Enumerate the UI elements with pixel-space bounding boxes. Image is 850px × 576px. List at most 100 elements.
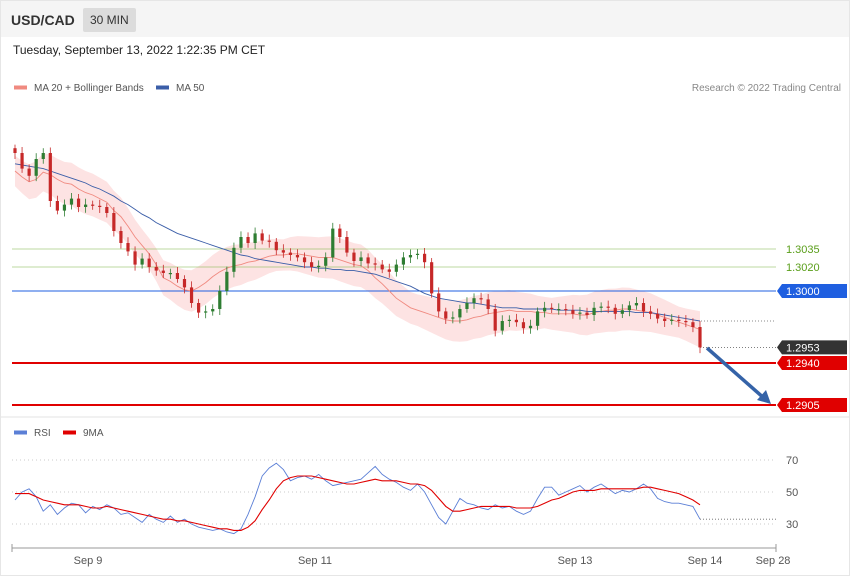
candle-body	[175, 273, 180, 279]
legend-label: 9MA	[83, 428, 104, 439]
candle-body	[677, 319, 681, 321]
candle-body	[140, 258, 144, 265]
candle-body	[69, 198, 74, 205]
candle-body	[430, 262, 434, 294]
legend-label: RSI	[34, 428, 51, 439]
timeframe-button[interactable]: 30 MIN	[83, 8, 136, 32]
candle-body	[535, 311, 540, 326]
candle-body	[34, 159, 38, 176]
forecast-arrow	[705, 346, 767, 401]
candle-body	[246, 237, 250, 243]
rsi-tick-label: 70	[786, 455, 798, 467]
candle-body	[211, 309, 215, 312]
level-tag	[777, 284, 847, 298]
candle-body	[479, 298, 483, 300]
candle-body	[401, 257, 406, 265]
candle-body	[373, 263, 377, 265]
legend-swatch	[156, 85, 169, 90]
candle-body	[415, 253, 420, 255]
candle-body	[98, 205, 102, 207]
rsi-ma-line	[15, 475, 701, 531]
candle-body	[627, 305, 631, 311]
candle-body	[260, 233, 264, 241]
candle-body	[543, 307, 547, 312]
candle-body	[606, 306, 610, 308]
candle-body	[521, 322, 526, 329]
level-tag	[777, 398, 847, 412]
legend-label: MA 20 + Bollinger Bands	[34, 83, 144, 94]
candle-body	[119, 231, 123, 243]
candle-body	[444, 311, 448, 319]
level-label: 1.3020	[786, 262, 820, 274]
candle-body	[182, 279, 187, 288]
candle-body	[641, 303, 646, 312]
candle-body	[232, 247, 236, 272]
candle-body	[126, 243, 130, 252]
candle-body	[13, 148, 17, 153]
candle-body	[528, 325, 533, 329]
candle-body	[366, 257, 370, 264]
candle-body	[394, 264, 398, 272]
candle-body	[458, 309, 462, 318]
candle-body	[338, 228, 342, 237]
time-tick-label: Sep 9	[74, 555, 103, 567]
candle-body	[352, 252, 356, 261]
candle-body	[20, 153, 24, 169]
rsi-tick-label: 30	[786, 519, 798, 531]
candle-body	[48, 153, 52, 201]
candle-body	[281, 250, 285, 253]
candle-body	[691, 322, 695, 327]
candle-body	[507, 319, 511, 321]
candle-body	[578, 312, 582, 314]
candle-body	[613, 307, 617, 314]
candle-body	[585, 312, 589, 315]
candle-body	[486, 299, 490, 309]
level-tag	[777, 340, 847, 355]
candle-body	[62, 204, 67, 211]
candle-body	[380, 264, 384, 270]
candle-body	[204, 311, 208, 313]
candle-body	[422, 253, 427, 263]
candle-body	[27, 168, 31, 176]
candle-body	[387, 269, 391, 272]
candle-body	[472, 298, 476, 303]
candle-body	[345, 237, 349, 253]
candle-body	[197, 303, 201, 313]
candle-body	[571, 310, 575, 314]
candle-body	[500, 321, 504, 331]
ma50-line	[14, 163, 701, 322]
time-tick-label: Sep 13	[558, 555, 593, 567]
datetime-label: Tuesday, September 13, 2022 1:22:35 PM C…	[13, 43, 266, 57]
candle-body	[161, 270, 165, 273]
time-tick-label: Sep 28	[756, 555, 791, 567]
candle-body	[267, 240, 271, 242]
candle-body	[599, 306, 603, 308]
candle-body	[302, 257, 307, 263]
bollinger-band	[15, 153, 700, 348]
symbol-label: USD/CAD	[11, 12, 75, 28]
candle-body	[698, 327, 702, 348]
candle-body	[557, 309, 561, 311]
legend-swatch	[14, 430, 27, 435]
legend-swatch	[63, 430, 76, 435]
candle-body	[239, 237, 243, 248]
candle-body	[168, 273, 172, 275]
candle-body	[105, 207, 109, 213]
candle-body	[634, 303, 639, 306]
candle-body	[274, 241, 278, 251]
candle-body	[295, 255, 300, 258]
legend-label: MA 50	[176, 83, 205, 94]
rsi-line	[14, 462, 701, 535]
level-tag	[777, 356, 847, 370]
credit-text: Research © 2022 Trading Central	[692, 83, 841, 94]
candle-body	[154, 267, 158, 271]
candle-body	[317, 265, 321, 267]
candle-body	[359, 257, 363, 261]
candle-body	[331, 228, 335, 258]
candle-body	[564, 309, 568, 311]
candle-body	[437, 293, 441, 312]
level-label: 1.3000	[786, 286, 820, 298]
time-tick-label: Sep 14	[688, 555, 723, 567]
